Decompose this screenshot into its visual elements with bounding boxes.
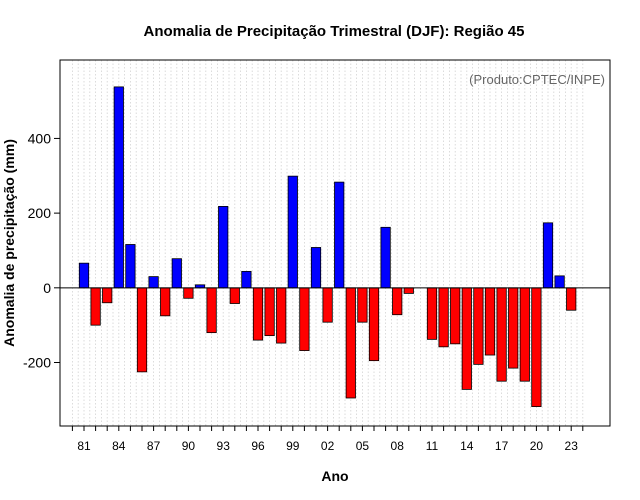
bar-2016: [484, 287, 496, 356]
bar-2022: [554, 275, 565, 289]
x-tick-label: 11: [426, 439, 439, 453]
x-tick-label: 96: [251, 439, 265, 453]
bar-2008: [392, 287, 403, 316]
bar-1993: [218, 205, 229, 289]
bar-1986: [136, 287, 148, 373]
bar-2011: [426, 287, 438, 340]
bar-1996: [252, 287, 264, 341]
bar-1984: [113, 86, 124, 289]
bar-2006: [368, 287, 380, 362]
bar-1983: [102, 287, 113, 304]
bar-2007: [380, 226, 391, 289]
bar-1994: [229, 287, 240, 304]
bar-1995: [241, 270, 252, 289]
bar-2001: [310, 247, 322, 289]
bar-1998: [276, 287, 287, 344]
bar-1999: [287, 175, 298, 289]
bar-1981: [78, 262, 90, 289]
y-tick-label: 0: [43, 280, 51, 296]
grid: [72, 60, 584, 426]
bar-2013: [450, 287, 461, 345]
y-axis-label: Anomalia de precipitação (mm): [1, 139, 17, 347]
bar-2021: [542, 222, 554, 289]
bar-2017: [496, 287, 507, 382]
x-tick-label: 20: [530, 439, 544, 453]
x-tick-label: 81: [77, 439, 91, 453]
x-tick-label: 08: [391, 439, 405, 453]
bar-2015: [473, 287, 484, 365]
x-tick-label: 02: [321, 439, 335, 453]
x-tick-label: 17: [495, 439, 509, 453]
bar-1985: [125, 244, 136, 289]
bar-2005: [357, 287, 368, 323]
x-tick-label: 99: [286, 439, 300, 453]
axes: -200 0 200 400 81 84 87 90 93 96 99 02 05 08 11 14 17 20 2…: [23, 130, 584, 453]
bar-2003: [334, 181, 345, 289]
bar-1988: [160, 287, 171, 317]
bar-2018: [508, 287, 519, 369]
source-annotation: (Produto:CPTEC/INPE): [469, 72, 605, 87]
y-tick-label: 200: [28, 205, 52, 221]
x-tick-label: 05: [356, 439, 370, 453]
bar-1990: [183, 287, 194, 299]
bar-1992: [206, 287, 217, 334]
y-tick-label: -200: [23, 355, 51, 371]
x-tick-label: 87: [147, 439, 161, 453]
plot-frame: [59, 59, 611, 427]
bar-2012: [438, 287, 449, 348]
x-tick-label: 14: [460, 439, 474, 453]
bar-1997: [264, 287, 275, 337]
bar-2014: [461, 287, 472, 390]
bar-1989: [171, 258, 182, 289]
bar-2009: [403, 287, 414, 294]
bar-1982: [90, 287, 101, 326]
x-tick-label: 90: [182, 439, 196, 453]
bar-2019: [519, 287, 530, 382]
y-tick-label: 400: [28, 130, 52, 146]
x-tick-label: 93: [217, 439, 231, 453]
bar-2023: [566, 287, 577, 311]
bar-2000: [299, 287, 310, 351]
x-axis-label: Ano: [321, 468, 348, 484]
bar-1987: [148, 276, 159, 289]
bar-2002: [322, 287, 333, 323]
x-tick-label: 84: [112, 439, 126, 453]
bar-2020: [531, 287, 542, 407]
chart-title: Anomalia de Precipitação Trimestral (DJF…: [144, 23, 525, 40]
bar-2004: [345, 287, 356, 399]
x-tick-label: 23: [565, 439, 579, 453]
